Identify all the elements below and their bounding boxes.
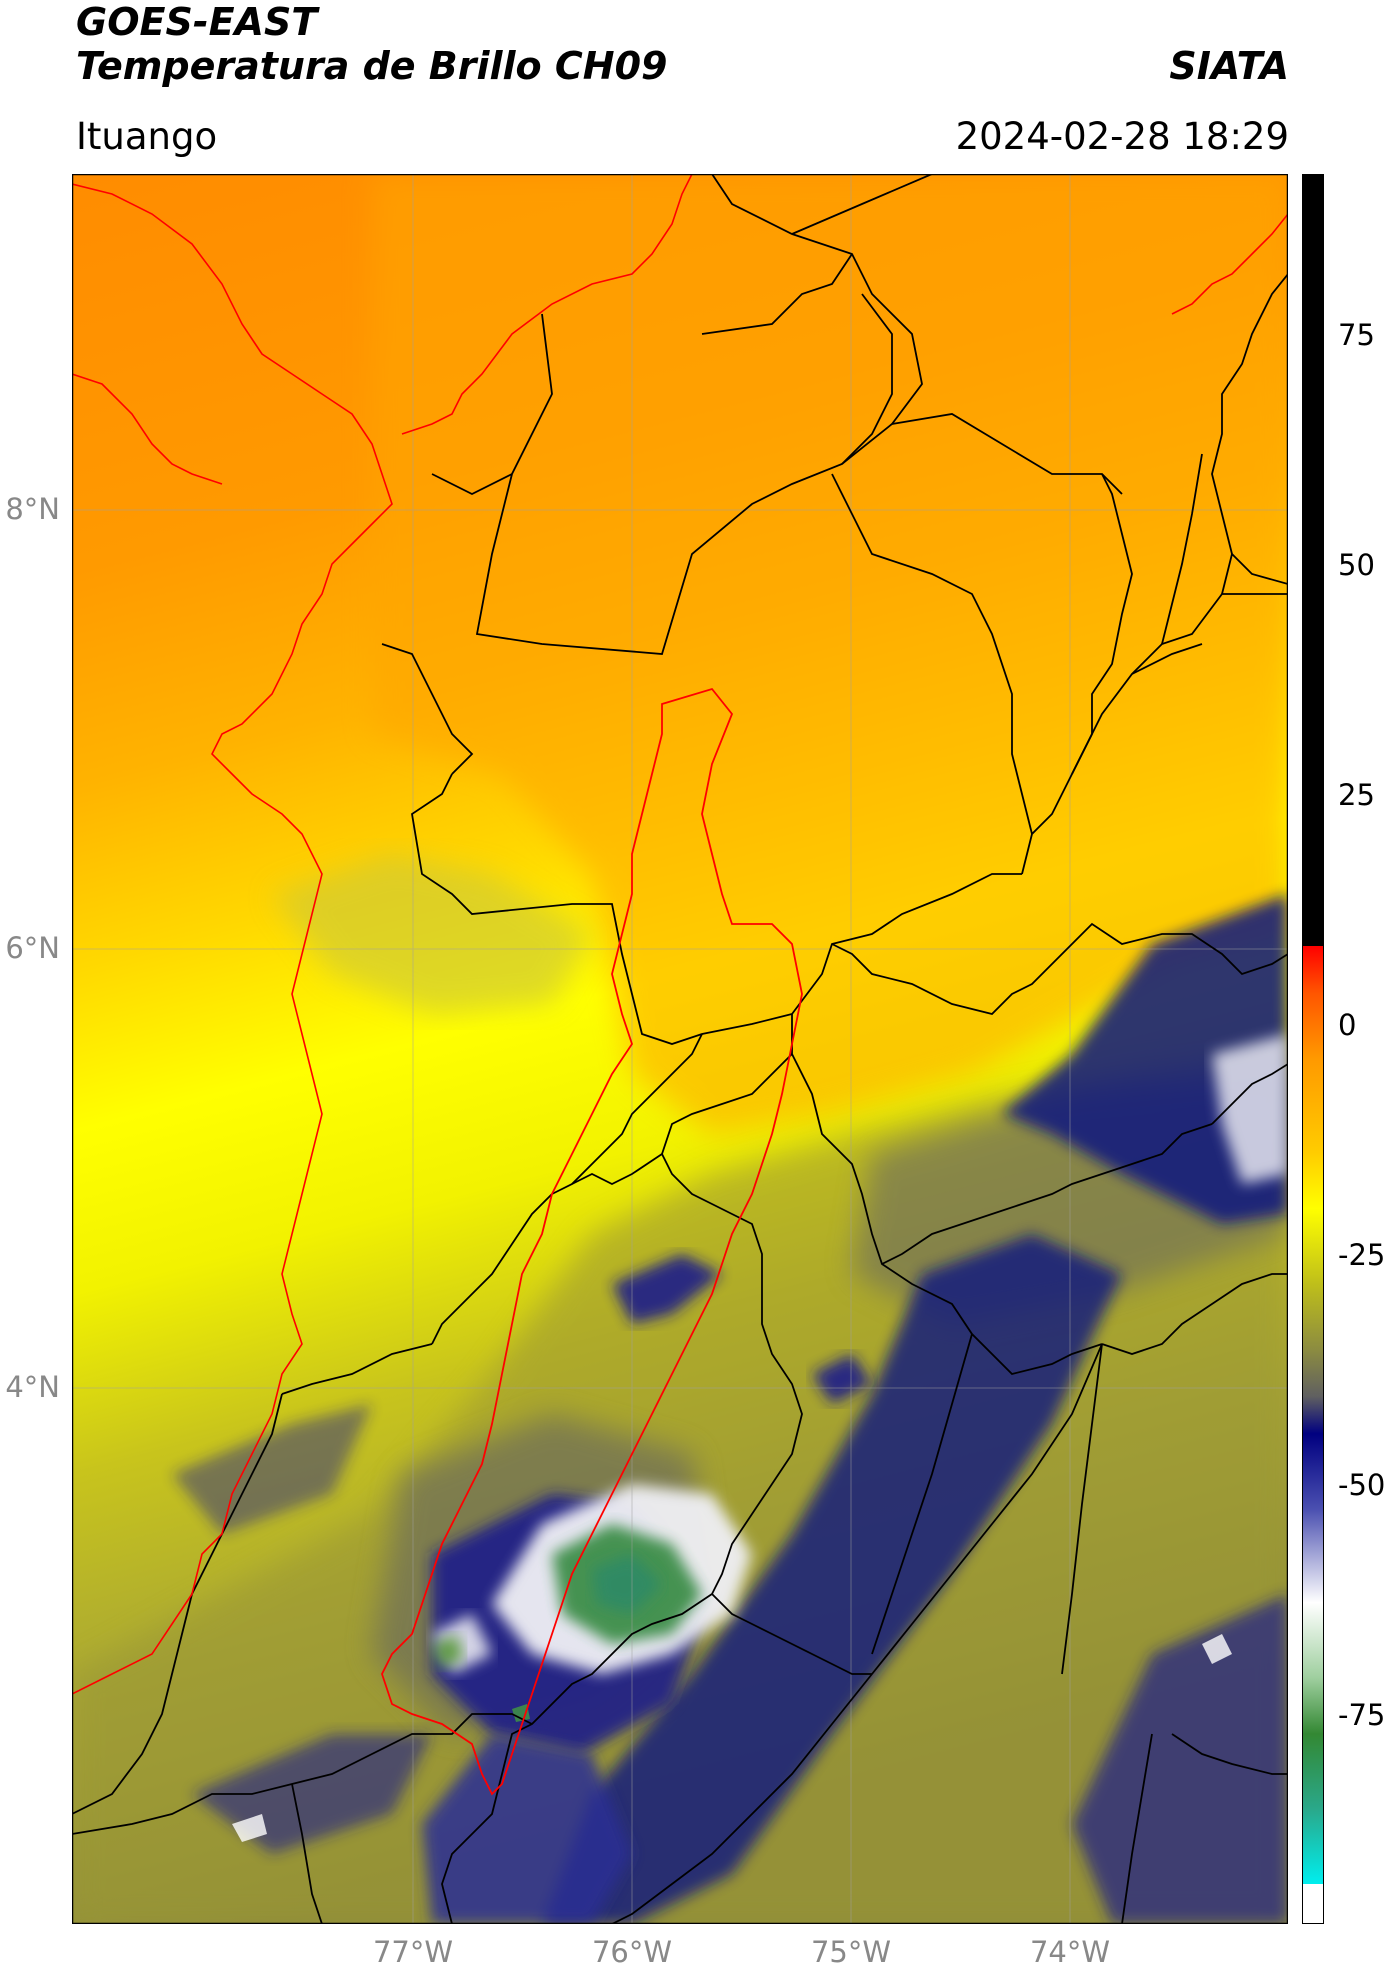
- colorbar-label-50: 50: [1338, 548, 1375, 582]
- lon-tick-76w: 76°W: [591, 1935, 673, 1969]
- department-boundaries: [72, 174, 1288, 1924]
- coastline: [72, 174, 1288, 1695]
- datetime-label: 2024-02-28 18:29: [955, 115, 1289, 158]
- colorbar-label-0: 0: [1338, 1008, 1357, 1042]
- lon-tick-75w: 75°W: [810, 1935, 892, 1969]
- lat-tick-8n: 8°N: [5, 492, 60, 526]
- lon-tick-77w: 77°W: [372, 1935, 454, 1969]
- temperature-colorbar: [1302, 174, 1324, 1924]
- lat-tick-6n: 6°N: [5, 931, 60, 965]
- satellite-title: GOES-EAST: [76, 0, 318, 44]
- lon-tick-74w: 74°W: [1029, 1935, 1111, 1969]
- colorbar-label-minus50: -50: [1338, 1468, 1384, 1502]
- lat-tick-4n: 4°N: [5, 1370, 60, 1404]
- colorbar-label-minus25: -25: [1338, 1238, 1384, 1272]
- graticule: [72, 174, 1288, 1924]
- brightness-temperature-map: [72, 174, 1288, 1924]
- colorbar-label-25: 25: [1338, 778, 1375, 812]
- region-label: Ituango: [76, 115, 218, 158]
- colorbar-label-75: 75: [1338, 318, 1375, 352]
- temperature-field: [72, 174, 1288, 1924]
- colorbar-label-minus75: -75: [1338, 1698, 1384, 1732]
- organization-label: SIATA: [1169, 44, 1289, 88]
- map-frame: [72, 174, 1288, 1924]
- product-title: Temperatura de Brillo CH09: [76, 44, 668, 88]
- ituango-basin-boundary: [381, 687, 803, 1796]
